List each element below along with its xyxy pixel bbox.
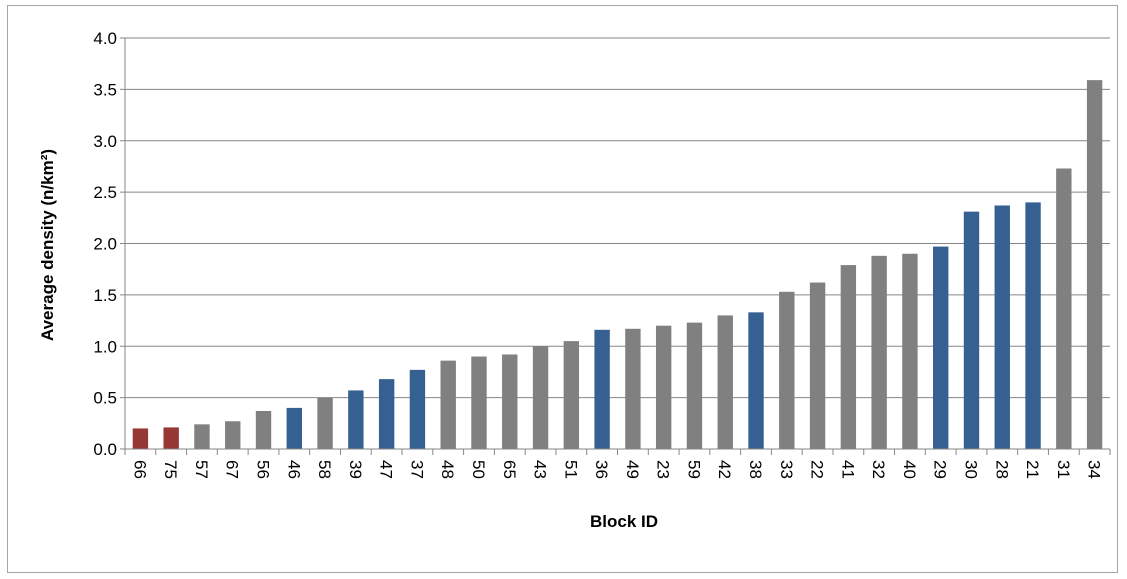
bar-66 bbox=[132, 428, 149, 449]
x-tick-label: 48 bbox=[438, 460, 457, 479]
axes bbox=[120, 37, 1111, 455]
bar-36 bbox=[594, 329, 610, 449]
bar-56 bbox=[255, 410, 272, 449]
x-tick-label: 29 bbox=[931, 460, 950, 479]
x-tick-label: 43 bbox=[531, 460, 550, 479]
bar-48 bbox=[440, 360, 456, 449]
x-tick-label: 75 bbox=[161, 460, 180, 479]
x-tick-label: 30 bbox=[961, 460, 980, 479]
bar-58 bbox=[317, 397, 333, 449]
y-tick-label: 1.0 bbox=[93, 337, 117, 356]
x-tick-label: 66 bbox=[130, 460, 149, 479]
x-tick-label: 57 bbox=[192, 460, 211, 479]
x-tick-label: 33 bbox=[777, 460, 796, 479]
x-tick-label: 38 bbox=[746, 460, 765, 479]
x-tick-label: 32 bbox=[869, 460, 888, 479]
bar-22 bbox=[809, 282, 826, 449]
x-tick-label: 28 bbox=[992, 460, 1011, 479]
x-tick-label: 37 bbox=[407, 460, 426, 479]
bar-50 bbox=[471, 356, 487, 449]
bar-23 bbox=[655, 325, 672, 449]
x-tick-label: 47 bbox=[377, 460, 396, 479]
bar-30 bbox=[963, 211, 980, 449]
bar-38 bbox=[748, 312, 764, 449]
bar-39 bbox=[348, 390, 364, 449]
bar-47 bbox=[378, 379, 395, 449]
bar-57 bbox=[194, 424, 210, 449]
bar-37 bbox=[409, 369, 426, 449]
x-tick-label: 34 bbox=[1085, 460, 1104, 479]
bar-59 bbox=[686, 322, 703, 449]
bar-42 bbox=[717, 315, 733, 449]
bar-28 bbox=[994, 205, 1010, 449]
bar-31 bbox=[1056, 168, 1072, 449]
bar-chart: 0.0 0.5 1.0 1.5 2.0 2.5 3.0 3.5 4.0 66 75 57 67 56 46… bbox=[38, 29, 1111, 531]
x-tick-label: 46 bbox=[284, 460, 303, 479]
x-axis-title: Block ID bbox=[590, 512, 658, 531]
x-tick-label: 23 bbox=[654, 460, 673, 479]
x-tick-label: 58 bbox=[315, 460, 334, 479]
bar-46 bbox=[286, 407, 302, 449]
y-tick-label: 4.0 bbox=[93, 29, 117, 48]
x-tick-label: 21 bbox=[1023, 460, 1042, 479]
x-tick-label: 31 bbox=[1054, 460, 1073, 479]
chart-frame: 0.0 0.5 1.0 1.5 2.0 2.5 3.0 3.5 4.0 66 75 57 67 56 46… bbox=[7, 5, 1118, 573]
bar-43 bbox=[532, 346, 549, 449]
bars bbox=[132, 80, 1103, 449]
x-tick-label: 42 bbox=[715, 460, 734, 479]
bar-41 bbox=[840, 265, 857, 449]
y-tick-label: 0.5 bbox=[93, 389, 117, 408]
bar-34 bbox=[1086, 80, 1103, 449]
bar-21 bbox=[1025, 202, 1041, 449]
bar-49 bbox=[625, 328, 641, 449]
bar-40 bbox=[902, 253, 918, 449]
x-tick-label: 59 bbox=[684, 460, 703, 479]
x-tick-label: 40 bbox=[900, 460, 919, 479]
x-tick-label: 36 bbox=[592, 460, 611, 479]
y-axis-tick-labels: 0.0 0.5 1.0 1.5 2.0 2.5 3.0 3.5 4.0 bbox=[93, 29, 117, 459]
x-tick-label: 39 bbox=[346, 460, 365, 479]
x-tick-label: 41 bbox=[838, 460, 857, 479]
x-tick-label: 65 bbox=[500, 460, 519, 479]
y-tick-label: 3.0 bbox=[93, 132, 117, 151]
x-tick-label: 67 bbox=[223, 460, 242, 479]
y-axis-title: Average density (n/km²) bbox=[38, 149, 57, 341]
y-tick-label: 0.0 bbox=[93, 440, 117, 459]
x-tick-label: 22 bbox=[808, 460, 827, 479]
bar-51 bbox=[563, 341, 580, 449]
x-tick-label: 50 bbox=[469, 460, 488, 479]
bar-33 bbox=[779, 291, 795, 449]
bar-67 bbox=[225, 421, 241, 449]
bar-32 bbox=[871, 255, 887, 449]
x-tick-label: 56 bbox=[254, 460, 273, 479]
x-tick-label: 51 bbox=[561, 460, 580, 479]
bar-65 bbox=[502, 354, 518, 449]
y-tick-label: 2.5 bbox=[93, 183, 117, 202]
bar-75 bbox=[163, 427, 179, 449]
bar-29 bbox=[933, 246, 949, 449]
y-tick-label: 3.5 bbox=[93, 80, 117, 99]
y-tick-label: 2.0 bbox=[93, 235, 117, 254]
x-axis-tick-labels: 66 75 57 67 56 46 58 39 47 37 48 50 65 43 51 36 49 23 59 42… bbox=[130, 460, 1103, 479]
y-tick-label: 1.5 bbox=[93, 286, 117, 305]
gridlines bbox=[125, 37, 1110, 399]
x-tick-label: 49 bbox=[623, 460, 642, 479]
